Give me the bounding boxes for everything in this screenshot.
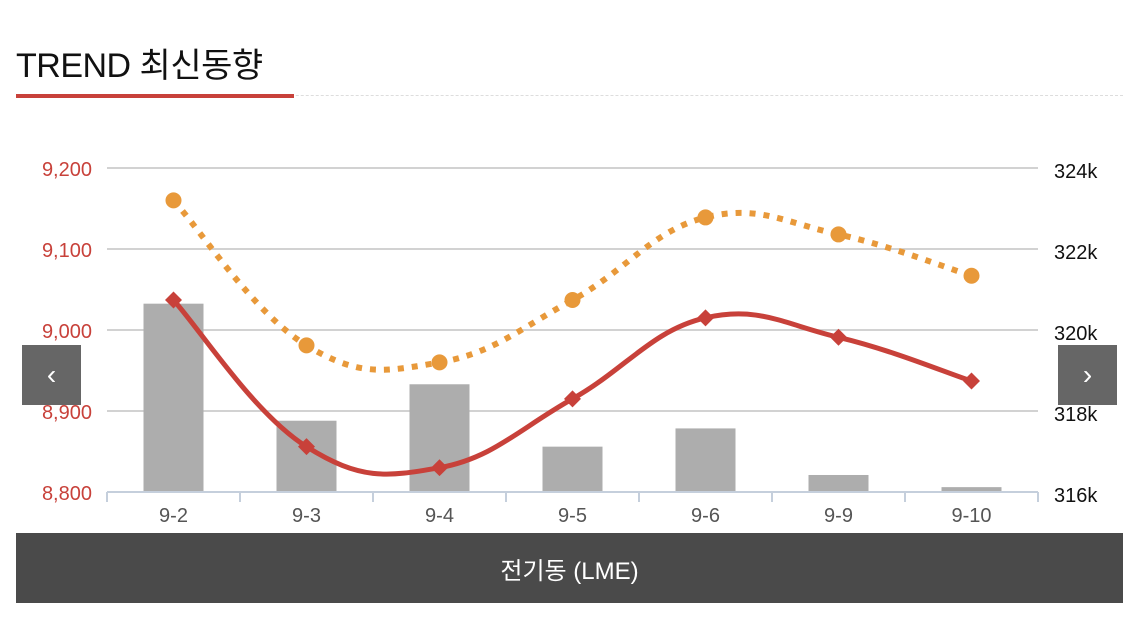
diamond-marker-9-5 [564, 390, 581, 408]
x-axis-tick: 9-6 [691, 505, 720, 527]
chart-caption: 전기동 (LME) [500, 557, 639, 585]
diamond-marker-9-3 [298, 438, 315, 456]
prev-button[interactable]: ‹ [22, 345, 81, 405]
circle-marker-9-5 [564, 292, 581, 309]
left-axis-tick: 9,000 [42, 321, 92, 343]
circle-marker-9-2 [165, 192, 182, 209]
x-axis-tick: 9-5 [558, 505, 587, 527]
title-accent-bar [16, 94, 294, 98]
circle-marker-9-9 [830, 226, 847, 243]
circle-marker-9-10 [963, 267, 980, 284]
bar-9-9 [808, 474, 869, 492]
right-axis-tick: 320k [1054, 323, 1098, 345]
x-axis-tick: 9-4 [425, 505, 454, 527]
right-axis-tick: 316k [1054, 485, 1098, 507]
diamond-marker-9-6 [697, 309, 714, 327]
right-axis-tick: 318k [1054, 404, 1098, 426]
page-title: TREND 최신동향 [16, 47, 263, 85]
left-axis-tick: 8,900 [42, 402, 92, 424]
dotted-line-series [171, 198, 973, 373]
x-axis-tick: 9-10 [951, 505, 991, 527]
bar-9-6 [675, 428, 736, 492]
chevron-right-icon: › [1082, 359, 1093, 390]
left-axis-tick: 8,800 [42, 483, 92, 505]
bar-9-5 [542, 446, 603, 492]
left-axis-tick: 9,100 [42, 240, 92, 262]
right-axis-tick: 322k [1054, 242, 1098, 264]
bar-9-2 [143, 303, 204, 492]
title-divider [16, 95, 1123, 96]
diamond-marker-9-2 [165, 291, 182, 309]
diamond-marker-9-4 [431, 459, 448, 477]
bar-9-10 [941, 487, 1002, 492]
next-button[interactable]: › [1058, 345, 1117, 405]
diamond-marker-9-10 [963, 372, 980, 390]
right-axis-tick: 324k [1054, 161, 1098, 183]
x-axis-tick: 9-3 [292, 505, 321, 527]
chart-caption-bar: 전기동 (LME) [16, 533, 1123, 603]
diamond-marker-9-9 [830, 328, 847, 346]
circle-marker-9-3 [298, 337, 315, 354]
circle-marker-9-4 [431, 354, 448, 371]
circle-marker-9-6 [697, 209, 714, 226]
chevron-left-icon: ‹ [46, 359, 57, 390]
x-axis-tick: 9-9 [824, 505, 853, 527]
left-axis-tick: 9,200 [42, 159, 92, 181]
x-axis-tick: 9-2 [159, 505, 188, 527]
